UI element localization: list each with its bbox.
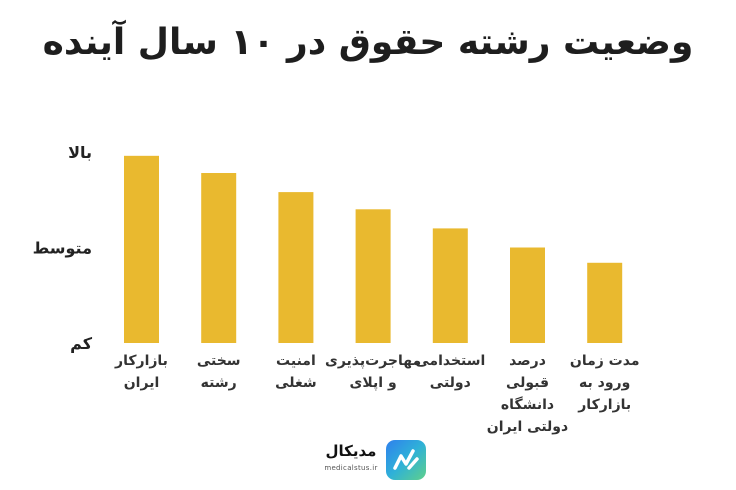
- x-tick-label-line: بازارکار: [577, 397, 631, 413]
- x-tick-label-line: قبولی: [506, 375, 549, 391]
- x-tick-label-line: مهاجرت‌پذیری: [325, 353, 421, 369]
- y-tick-label: کم: [70, 334, 93, 353]
- bar-chart: بالا متوسط کم بازارکار ایران سختی رشته امنیت شغل…: [33, 143, 640, 435]
- x-tick-label-line: رشته: [201, 375, 237, 391]
- x-tick-label-line: ایران: [124, 375, 160, 391]
- brand-url: medicalstus.ir: [324, 464, 378, 472]
- bar: [587, 262, 623, 343]
- x-tick-label-line: استخدامی: [415, 353, 485, 369]
- y-tick-label: بالا: [68, 143, 92, 162]
- bar: [201, 173, 237, 343]
- brand-badge-icon: [386, 440, 426, 480]
- bar: [355, 209, 391, 343]
- chart-title: وضعیت رشته حقوق در ۱۰ سال آینده: [42, 22, 694, 63]
- x-tick-label: استخدامی دولتی: [415, 353, 485, 391]
- x-tick-label-line: مدت زمان: [570, 353, 640, 369]
- x-tick-label: امنیت شغلی: [275, 353, 317, 391]
- x-tick-label-line: سختی: [197, 353, 241, 369]
- x-tick-label-line: درصد: [509, 353, 546, 369]
- x-tick-label-line: دانشگاه: [501, 396, 554, 413]
- x-tick-label: مدت زمان ورود به بازارکار: [570, 353, 640, 413]
- bar: [510, 247, 545, 343]
- brand-name: مدیکال: [325, 442, 377, 460]
- x-tick-label-line: دولتی ایران: [487, 419, 568, 435]
- x-tick-label-line: دولتی: [430, 375, 471, 391]
- x-tick-label: مهاجرت‌پذیری و اپلای: [325, 353, 421, 391]
- bar: [432, 228, 468, 343]
- x-tick-label: بازارکار ایران: [114, 353, 168, 391]
- x-tick-label-line: ورود به: [579, 375, 630, 391]
- bar: [278, 192, 314, 343]
- x-tick-label-line: بازارکار: [114, 353, 168, 369]
- x-tick-label-line: امنیت: [276, 353, 316, 369]
- x-tick-label-line: شغلی: [275, 375, 317, 391]
- x-tick-label: سختی رشته: [197, 353, 241, 391]
- y-tick-label: متوسط: [33, 239, 92, 258]
- bar: [124, 155, 159, 343]
- x-tick-label-line: و اپلای: [350, 375, 397, 391]
- x-tick-label: درصد قبولی دانشگاه دولتی ایران: [487, 353, 568, 435]
